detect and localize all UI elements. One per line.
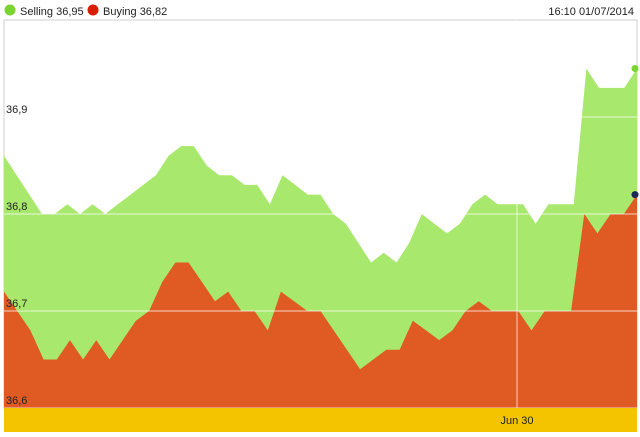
area-series-2 bbox=[4, 194, 637, 408]
end-marker-series-1 bbox=[631, 65, 639, 72]
area-layer bbox=[4, 68, 637, 408]
timestamp-label: 16:10 01/07/2014 bbox=[548, 6, 634, 18]
end-marker-series-2 bbox=[631, 191, 639, 199]
y-tick-layer: 36,6 36,7 36,8 36,9 bbox=[6, 104, 27, 407]
x-axis-band bbox=[4, 408, 637, 432]
legend-marker-1 bbox=[4, 4, 16, 16]
y-tick-label: 36,8 bbox=[6, 201, 27, 213]
marker-layer bbox=[631, 65, 639, 199]
x-tick-label: Jun 30 bbox=[500, 415, 533, 427]
legend: Selling 36,95 Buying 36,82 bbox=[4, 4, 167, 18]
y-tick-label: 36,9 bbox=[6, 104, 27, 116]
legend-label-2: Buying 36,82 bbox=[103, 6, 167, 18]
x-tick-layer: Jun 30 bbox=[500, 415, 533, 427]
y-tick-label: 36,7 bbox=[6, 298, 27, 310]
y-tick-label: 36,6 bbox=[6, 395, 27, 407]
legend-marker-2 bbox=[87, 4, 99, 16]
legend-label-1: Selling 36,95 bbox=[20, 6, 84, 18]
